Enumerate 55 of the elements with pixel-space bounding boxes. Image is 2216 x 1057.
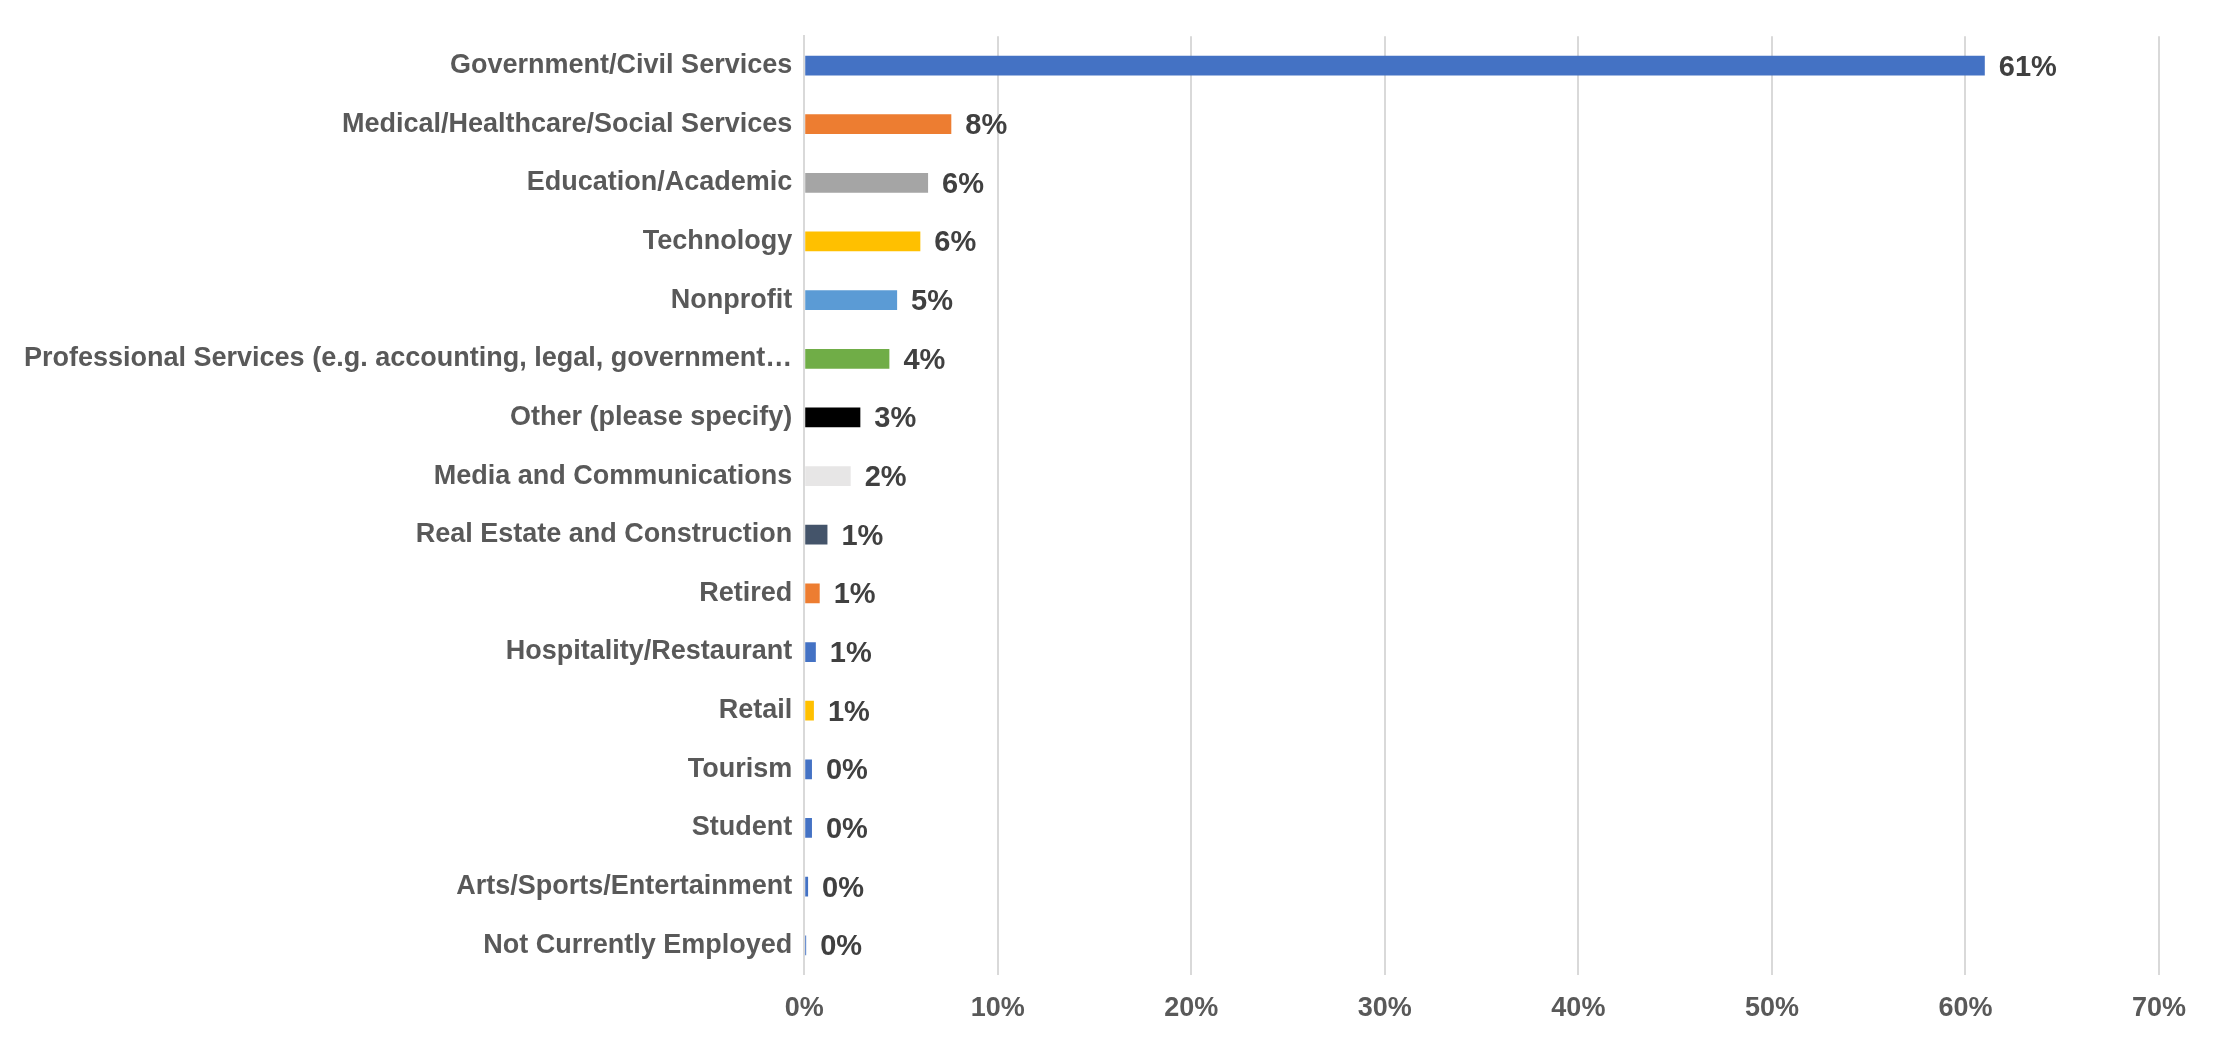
data-label: 2%: [864, 460, 907, 493]
y-tick-label: Nonprofit: [670, 283, 793, 314]
y-tick-label: Government/Civil Services: [450, 48, 793, 79]
y-tick-label: Hospitality/Restaurant: [505, 635, 793, 666]
x-tick-label: 60%: [1938, 992, 1993, 1023]
y-tick-label: Student: [691, 811, 793, 842]
y-tick-label: Education/Academic: [526, 166, 793, 197]
bar: [805, 407, 861, 428]
y-tick-label: Media and Communications: [433, 459, 793, 490]
data-label: 0%: [820, 929, 863, 962]
x-tick-label: 10%: [970, 992, 1025, 1023]
data-label: 0%: [822, 870, 865, 903]
bar: [805, 466, 851, 486]
bar: [805, 524, 828, 545]
bar: [805, 231, 921, 252]
y-tick-label: Not Currently Employed: [483, 928, 793, 959]
data-label: 1%: [841, 518, 884, 551]
bar: [805, 114, 952, 135]
data-label: 1%: [833, 577, 876, 610]
x-tick-label: 0%: [784, 992, 824, 1023]
y-tick-label: Tourism: [687, 752, 793, 783]
y-tick-label: Retail: [718, 694, 793, 725]
data-label: 8%: [965, 108, 1008, 141]
x-tick-label: 50%: [1744, 992, 1799, 1023]
bar: [805, 700, 814, 721]
x-tick-label: 30%: [1357, 992, 1412, 1023]
bar: [805, 55, 1985, 76]
data-label: 6%: [934, 225, 977, 258]
bar: [805, 876, 809, 897]
data-label: 4%: [903, 342, 946, 375]
data-label: 3%: [874, 401, 917, 434]
data-label: 61%: [1998, 49, 2058, 82]
data-label: 1%: [829, 636, 872, 669]
x-tick-label: 70%: [2131, 992, 2186, 1023]
data-label: 6%: [942, 166, 985, 199]
data-label: 0%: [825, 753, 869, 786]
y-tick-label: Real Estate and Construction: [415, 518, 793, 549]
data-label: 1%: [827, 694, 871, 727]
y-tick-label: Technology: [642, 224, 793, 255]
y-tick-label: Medical/Healthcare/Social Services: [341, 107, 793, 138]
x-tick-label: 40%: [1551, 992, 1606, 1023]
y-tick-label: Retired: [699, 576, 793, 607]
bar: [805, 642, 816, 662]
data-label: 0%: [825, 811, 869, 844]
bar: [805, 818, 812, 838]
y-tick-label: Professional Services (e.g. accounting, legal, government…: [23, 342, 793, 373]
x-tick-label: 20%: [1164, 992, 1219, 1023]
bar: [805, 290, 898, 311]
data-label: 5%: [911, 284, 954, 317]
bar: [805, 172, 929, 193]
y-tick-label: Arts/Sports/Entertainment: [456, 870, 793, 901]
bar: [805, 348, 890, 369]
bar: [805, 759, 812, 780]
y-tick-label: Other (please specify): [510, 400, 793, 431]
bar: [805, 583, 820, 604]
